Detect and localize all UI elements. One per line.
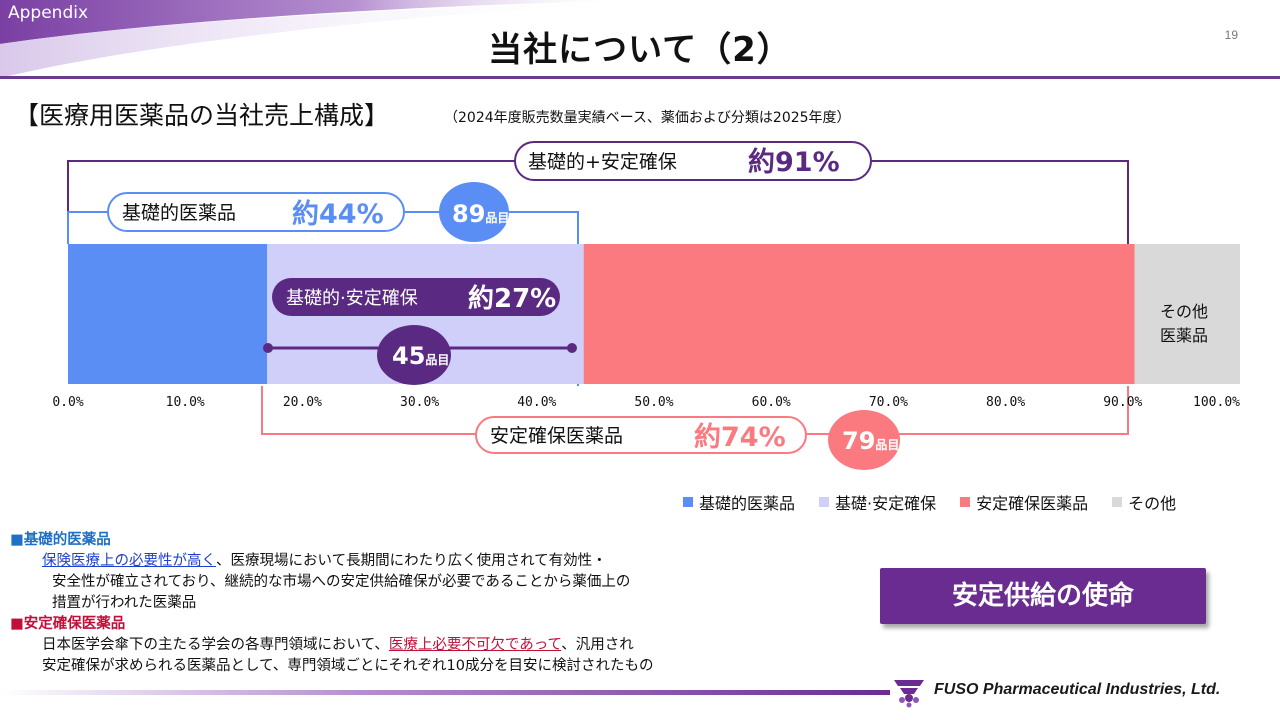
overlap-count: 45 bbox=[392, 342, 425, 370]
note-basic-line3: 措置が行われた医薬品 bbox=[52, 595, 197, 611]
note-stable-line1-pre: 日本医学会傘下の主たる学会の各専門領域において、 bbox=[42, 637, 389, 653]
legend-swatch-other bbox=[1112, 497, 1123, 507]
basic-label: 基礎的医薬品 bbox=[122, 202, 236, 224]
other-label-line1: その他 bbox=[1160, 302, 1208, 321]
legend-label-stable: 安定確保医薬品 bbox=[976, 494, 1089, 513]
svg-text:45品目: 45品目 bbox=[392, 342, 449, 370]
stable-label: 安定確保医薬品 bbox=[490, 425, 623, 447]
stable-count-unit: 品目 bbox=[875, 438, 899, 452]
company-name: FUSO Pharmaceutical Industries, Ltd. bbox=[934, 681, 1221, 698]
note-basic-line2: 安全性が確立されており、継続的な市場への安定供給確保が必要であることから薬価上の bbox=[52, 574, 631, 590]
stacked-bar bbox=[68, 244, 1240, 384]
overlap-label: 基礎的·安定確保 bbox=[286, 288, 418, 309]
overlap-range-start-dot bbox=[263, 343, 273, 353]
chart-legend: 基礎的医薬品 基礎·安定確保 安定確保医薬品 その他 bbox=[683, 490, 1176, 514]
stable-label-pill bbox=[475, 416, 807, 454]
definition-notes: ■基礎的医薬品 保険医療上の必要性が高く、医療現場において長期間にわたり広く使用… bbox=[10, 530, 654, 677]
note-stable-emphasis: 医療上必要不可欠であって bbox=[388, 637, 562, 653]
x-tick-label: 90.0% bbox=[1103, 395, 1142, 410]
combined-label-pill bbox=[514, 141, 872, 181]
x-tick-label: 10.0% bbox=[166, 395, 205, 410]
x-tick-label: 100.0% bbox=[1193, 395, 1240, 410]
stable-count: 79 bbox=[842, 427, 875, 455]
legend-swatch-stable bbox=[960, 497, 971, 507]
legend-label-overlap: 基礎·安定確保 bbox=[835, 494, 937, 513]
bar-segment-basic bbox=[68, 244, 268, 384]
combined-value: 約91% bbox=[748, 146, 840, 178]
legend-item-stable: 安定確保医薬品 bbox=[960, 490, 1088, 514]
legend-swatch-overlap bbox=[819, 497, 830, 507]
combined-label: 基礎的+安定確保 bbox=[528, 151, 677, 173]
note-basic-line1-rest: 、医療現場において長期間にわたり広く使用されて有効性・ bbox=[216, 553, 607, 569]
x-tick-label: 20.0% bbox=[283, 395, 322, 410]
x-tick-label: 30.0% bbox=[400, 395, 439, 410]
note-stable-line1: 日本医学会傘下の主たる学会の各専門領域において、医療上必要不可欠であって、汎用さ… bbox=[10, 635, 654, 656]
page-title: 当社について（2） bbox=[488, 30, 792, 70]
x-tick-label: 0.0% bbox=[52, 395, 83, 410]
appendix-label: Appendix bbox=[8, 3, 89, 23]
legend-swatch-basic bbox=[683, 497, 693, 507]
bar-segment-other bbox=[1134, 244, 1240, 384]
legend-item-basic: 基礎的医薬品 bbox=[683, 490, 795, 514]
stable-value: 約74% bbox=[694, 421, 786, 453]
legend-label-other: その他 bbox=[1128, 494, 1177, 513]
title-divider bbox=[0, 76, 1280, 79]
stable-count-badge bbox=[828, 410, 900, 470]
mission-badge: 安定供給の使命 bbox=[880, 568, 1206, 624]
section-heading: 【医療用医薬品の当社売上構成】 bbox=[14, 101, 390, 130]
footer-rule bbox=[0, 690, 890, 695]
note-stable-line2: 安定確保が求められる医薬品として、専門領域ごとにそれぞれ10成分を目安に検討され… bbox=[42, 658, 654, 674]
svg-text:79品目: 79品目 bbox=[842, 427, 899, 455]
x-tick-label: 60.0% bbox=[752, 395, 791, 410]
legend-label-basic: 基礎的医薬品 bbox=[699, 494, 796, 513]
basic-value: 約44% bbox=[292, 198, 384, 230]
section-note: （2024年度販売数量実績ベース、薬価および分類は2025年度） bbox=[444, 110, 851, 126]
company-logo-icon bbox=[894, 680, 924, 708]
note-head-stable: ■安定確保医薬品 bbox=[10, 616, 126, 632]
overlap-count-unit: 品目 bbox=[425, 353, 449, 367]
note-head-basic: ■基礎的医薬品 bbox=[10, 532, 111, 548]
basic-count-badge bbox=[439, 182, 509, 242]
x-tick-label: 70.0% bbox=[869, 395, 908, 410]
overlap-label-pill bbox=[272, 278, 560, 316]
note-basic-emphasis: 保険医療上の必要性が高く bbox=[42, 553, 216, 569]
x-axis-ticks: 0.0% 10.0% 20.0% 30.0% 40.0% 50.0% 60.0% 70.0% 8… bbox=[52, 395, 1240, 410]
x-tick-label: 80.0% bbox=[986, 395, 1025, 410]
overlap-value: 約27% bbox=[468, 283, 556, 314]
legend-item-overlap: 基礎·安定確保 bbox=[819, 490, 936, 514]
appendix-tab-shape bbox=[0, 0, 640, 78]
bar-segment-stable bbox=[583, 244, 1135, 384]
legend-item-other: その他 bbox=[1112, 490, 1176, 514]
x-tick-label: 50.0% bbox=[634, 395, 673, 410]
note-stable-line1-post: 、汎用され bbox=[561, 637, 634, 653]
basic-count-unit: 品目 bbox=[485, 211, 509, 225]
x-tick-label: 40.0% bbox=[517, 395, 556, 410]
basic-label-pill bbox=[107, 192, 405, 232]
overlap-count-badge bbox=[377, 325, 451, 385]
overlap-range-end-dot bbox=[567, 343, 577, 353]
page-number: 19 bbox=[1224, 28, 1238, 42]
basic-count: 89 bbox=[452, 200, 485, 228]
svg-text:89品目: 89品目 bbox=[452, 200, 509, 228]
sales-composition-chart: 0.0% 10.0% 20.0% 30.0% 40.0% 50.0% 60.0% 70.0% 8… bbox=[52, 141, 1240, 470]
note-basic-line1: 保険医療上の必要性が高く、医療現場において長期間にわたり広く使用されて有効性・ bbox=[10, 551, 654, 572]
other-label-line2: 医薬品 bbox=[1160, 326, 1208, 345]
